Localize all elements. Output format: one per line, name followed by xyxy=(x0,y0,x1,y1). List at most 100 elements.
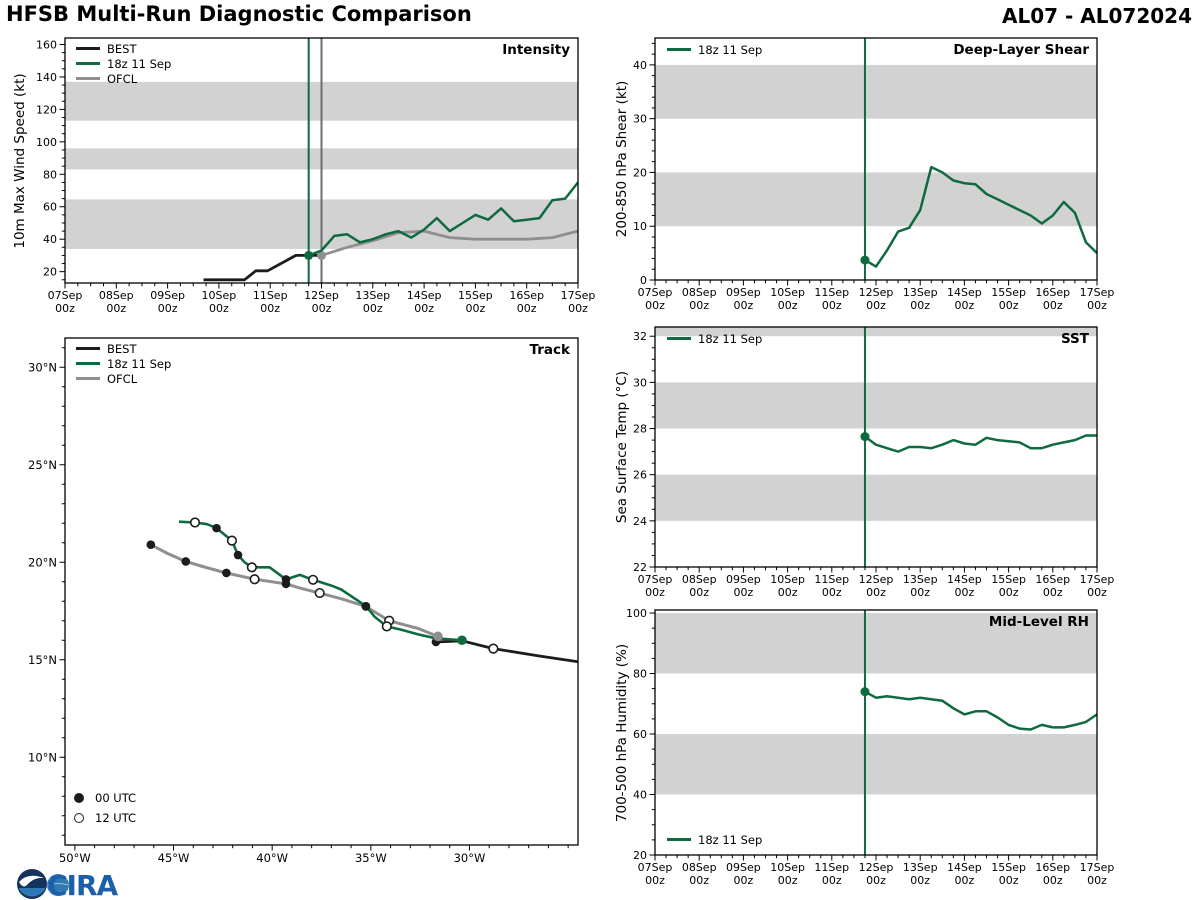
legend-label: BEST xyxy=(107,41,137,56)
legend-label: OFCL xyxy=(107,71,138,86)
panel-rh: 07Sep00z08Sep00z09Sep00z10Sep00z11Sep00z… xyxy=(626,607,1114,887)
tick-label: 00z xyxy=(955,586,975,599)
tick-label: 40 xyxy=(43,233,57,246)
intensity-series-OFCL xyxy=(321,229,579,257)
tick-label: 09Sep xyxy=(726,861,761,874)
tick-label: 00z xyxy=(734,874,754,887)
legend-item: OFCL xyxy=(76,71,171,86)
tick-label: 13Sep xyxy=(903,861,938,874)
marker-legend-label: 00 UTC xyxy=(95,791,137,805)
panel-sst: 07Sep00z08Sep00z09Sep00z10Sep00z11Sep00z… xyxy=(633,326,1114,599)
tick-label: 00z xyxy=(1043,299,1063,312)
track-line-BEST xyxy=(435,639,579,664)
track-line-18z 11 Sep xyxy=(178,520,463,642)
tick-label: 22 xyxy=(633,561,647,574)
tick-label: 00z xyxy=(910,874,930,887)
tick-label: 25°N xyxy=(28,458,57,472)
tick-label: 30°W xyxy=(454,851,486,865)
tick-label: 00z xyxy=(363,302,383,315)
track-marker-open xyxy=(307,574,319,585)
tick-label: 00z xyxy=(1043,586,1063,599)
tick-label: 120 xyxy=(36,103,57,116)
tick-label: 16Sep xyxy=(1035,286,1070,299)
tick-label: 00z xyxy=(822,586,842,599)
shear-panel-title: Deep-Layer Shear xyxy=(953,42,1089,58)
track-marker-filled xyxy=(222,568,231,578)
tick-label: 160 xyxy=(36,38,57,51)
tick-label: 00z xyxy=(517,302,537,315)
tick-label: 40°W xyxy=(256,851,288,865)
category-band xyxy=(655,734,1097,795)
tick-label: 60 xyxy=(43,201,57,214)
tick-label: 07Sep xyxy=(638,861,673,874)
sst-series-18z 11 Sep xyxy=(864,434,1097,453)
legend-item: 18z 11 Sep xyxy=(667,42,763,57)
tick-label: 00z xyxy=(999,874,1019,887)
rh-start-dot xyxy=(860,687,870,697)
sst-panel-title: SST xyxy=(1060,331,1089,347)
tick-label: 00z xyxy=(689,586,709,599)
tick-label: 00z xyxy=(466,302,486,315)
shear-y-axis-label: 200-850 hPa Shear (kt) xyxy=(614,80,630,238)
legend-label: 18z 11 Sep xyxy=(698,42,763,57)
intensity-series-BEST xyxy=(203,254,322,282)
tick-label: 00z xyxy=(866,874,886,887)
tick-label: 00z xyxy=(645,586,665,599)
tick-label: 00z xyxy=(822,874,842,887)
track-marker-open xyxy=(249,574,260,585)
tick-label: 17Sep xyxy=(1080,861,1115,874)
tick-label: 80 xyxy=(633,668,647,681)
cira-globe-icon xyxy=(47,874,69,896)
tick-label: 07Sep xyxy=(638,286,673,299)
tick-label: 140 xyxy=(36,71,57,84)
track-marker-open xyxy=(488,643,499,654)
tick-label: 00z xyxy=(689,299,709,312)
legend-line-swatch xyxy=(667,47,691,52)
tick-label: 00z xyxy=(734,586,754,599)
track-marker-open xyxy=(189,517,201,528)
tick-label: 30 xyxy=(633,376,647,389)
sst-y-axis-label: Sea Surface Temp (°C) xyxy=(614,370,630,524)
tick-label: 00z xyxy=(260,302,280,315)
tick-label: 00z xyxy=(955,874,975,887)
tick-label: 10Sep xyxy=(770,861,805,874)
tick-label: 20°N xyxy=(28,555,57,569)
tick-label: 00z xyxy=(645,299,665,312)
tick-label: 35°W xyxy=(355,851,387,865)
tick-label: 00z xyxy=(866,299,886,312)
tick-label: 00z xyxy=(778,586,798,599)
tick-label: 100 xyxy=(36,136,57,149)
tick-label: 26 xyxy=(633,469,647,482)
tick-label: 09Sep xyxy=(726,286,761,299)
legend-item: BEST xyxy=(76,342,171,356)
tick-label: 100 xyxy=(626,607,647,620)
sst-border xyxy=(654,326,1098,568)
marker-legend-item: 00 UTC xyxy=(74,788,136,808)
tick-label: 14Sep xyxy=(947,286,982,299)
tick-label: 12Sep xyxy=(304,289,339,302)
tick-label: 11Sep xyxy=(814,861,849,874)
track-marker-open xyxy=(226,535,238,546)
tick-label: 12Sep xyxy=(859,861,894,874)
legend-line-swatch xyxy=(667,837,691,842)
panel-intensity: 07Sep00z08Sep00z09Sep00z10Sep00z11Sep00z… xyxy=(36,37,595,315)
tick-label: 00z xyxy=(1087,586,1107,599)
legend-line-swatch xyxy=(76,46,100,51)
tick-label: 00z xyxy=(1087,299,1107,312)
tick-label: 10Sep xyxy=(202,289,237,302)
marker-legend-label: 12 UTC xyxy=(95,811,137,825)
tick-label: 0 xyxy=(640,274,647,287)
tick-label: 00z xyxy=(778,874,798,887)
tick-label: 15Sep xyxy=(991,573,1026,586)
track-marker-open xyxy=(314,587,325,599)
track-marker-filled xyxy=(361,601,371,611)
tick-label: 00z xyxy=(568,302,588,315)
storm-id: AL07 - AL072024 xyxy=(1002,4,1192,28)
legend-item: OFCL xyxy=(76,372,171,386)
legend-label: 18z 11 Sep xyxy=(698,832,763,847)
intensity-legend: BEST 18z 11 Sep OFCL xyxy=(76,42,171,87)
tick-label: 00z xyxy=(1087,874,1107,887)
tick-label: 00z xyxy=(106,302,126,315)
